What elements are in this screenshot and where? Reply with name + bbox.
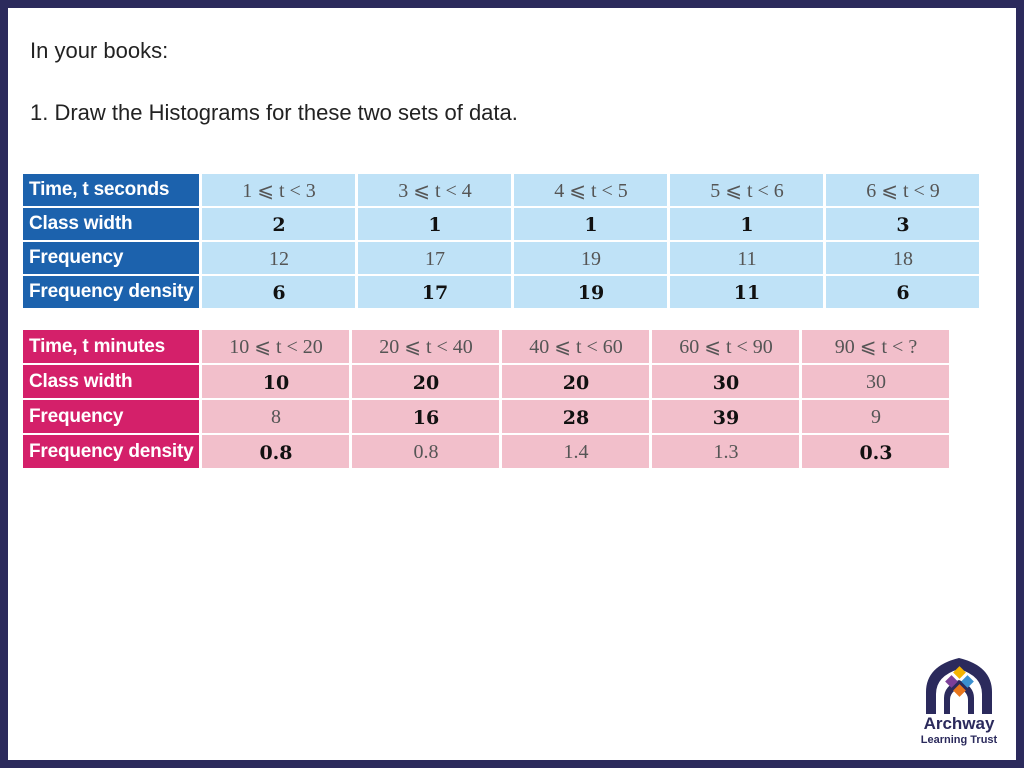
interval-cell: 90 ⩽ t < ? xyxy=(802,330,950,363)
table-row: Time, t minutes 10 ⩽ t < 20 20 ⩽ t < 40 … xyxy=(23,330,950,363)
density-cell: 17 xyxy=(358,276,512,308)
frequency-cell: 8 xyxy=(202,400,350,433)
density-cell: 11 xyxy=(670,276,824,308)
frequency-cell: 19 xyxy=(514,242,668,274)
class-width-cell: 20 xyxy=(502,365,650,398)
instruction-text: 1. Draw the Histograms for these two set… xyxy=(30,100,518,125)
class-width-cell: 10 xyxy=(202,365,350,398)
density-cell: 0.3 xyxy=(802,435,950,468)
table-row: Frequency 8 16 28 39 9 xyxy=(23,400,950,433)
minutes-class-width-header: Class width xyxy=(23,365,200,398)
frequency-cell: 12 xyxy=(202,242,356,274)
interval-cell: 5 ⩽ t < 6 xyxy=(670,174,824,206)
class-width-cell: 30 xyxy=(652,365,800,398)
interval-cell: 10 ⩽ t < 20 xyxy=(202,330,350,363)
interval-cell: 3 ⩽ t < 4 xyxy=(358,174,512,206)
seconds-density-header: Frequency density xyxy=(23,276,200,308)
density-cell: 19 xyxy=(514,276,668,308)
class-width-cell: 3 xyxy=(826,208,980,240)
seconds-table: Time, t seconds 1 ⩽ t < 3 3 ⩽ t < 4 4 ⩽ … xyxy=(20,172,982,310)
slide: In your books: 1. Draw the Histograms fo… xyxy=(8,8,1016,760)
frequency-cell: 39 xyxy=(652,400,800,433)
class-width-cell: 1 xyxy=(358,208,512,240)
density-cell: 1.3 xyxy=(652,435,800,468)
density-cell: 6 xyxy=(826,276,980,308)
logo-name: Archway xyxy=(923,714,995,733)
density-cell: 0.8 xyxy=(352,435,500,468)
minutes-frequency-header: Frequency xyxy=(23,400,200,433)
interval-cell: 60 ⩽ t < 90 xyxy=(652,330,800,363)
table-row: Time, t seconds 1 ⩽ t < 3 3 ⩽ t < 4 4 ⩽ … xyxy=(23,174,980,206)
table-row: Frequency density 0.8 0.8 1.4 1.3 0.3 xyxy=(23,435,950,468)
frequency-cell: 17 xyxy=(358,242,512,274)
seconds-class-width-header: Class width xyxy=(23,208,200,240)
density-cell: 6 xyxy=(202,276,356,308)
intro-text: In your books: xyxy=(30,38,169,63)
frequency-cell: 9 xyxy=(802,400,950,433)
archway-logo-icon xyxy=(926,658,992,714)
minutes-time-header: Time, t minutes xyxy=(23,330,200,363)
table-row: Class width 2 1 1 1 3 xyxy=(23,208,980,240)
interval-cell: 1 ⩽ t < 3 xyxy=(202,174,356,206)
class-width-cell: 30 xyxy=(802,365,950,398)
class-width-cell: 1 xyxy=(670,208,824,240)
seconds-frequency-header: Frequency xyxy=(23,242,200,274)
frequency-cell: 16 xyxy=(352,400,500,433)
table-row: Frequency 12 17 19 11 18 xyxy=(23,242,980,274)
interval-cell: 6 ⩽ t < 9 xyxy=(826,174,980,206)
table-row: Frequency density 6 17 19 11 6 xyxy=(23,276,980,308)
class-width-cell: 20 xyxy=(352,365,500,398)
frequency-cell: 18 xyxy=(826,242,980,274)
table-row: Class width 10 20 20 30 30 xyxy=(23,365,950,398)
interval-cell: 40 ⩽ t < 60 xyxy=(502,330,650,363)
logo-subtitle: Learning Trust xyxy=(920,734,998,746)
interval-cell: 20 ⩽ t < 40 xyxy=(352,330,500,363)
seconds-time-header: Time, t seconds xyxy=(23,174,200,206)
frequency-cell: 28 xyxy=(502,400,650,433)
interval-cell: 4 ⩽ t < 5 xyxy=(514,174,668,206)
minutes-table: Time, t minutes 10 ⩽ t < 20 20 ⩽ t < 40 … xyxy=(20,328,952,470)
density-cell: 1.4 xyxy=(502,435,650,468)
class-width-cell: 1 xyxy=(514,208,668,240)
frequency-cell: 11 xyxy=(670,242,824,274)
density-cell: 0.8 xyxy=(202,435,350,468)
class-width-cell: 2 xyxy=(202,208,356,240)
minutes-density-header: Frequency density xyxy=(23,435,200,468)
